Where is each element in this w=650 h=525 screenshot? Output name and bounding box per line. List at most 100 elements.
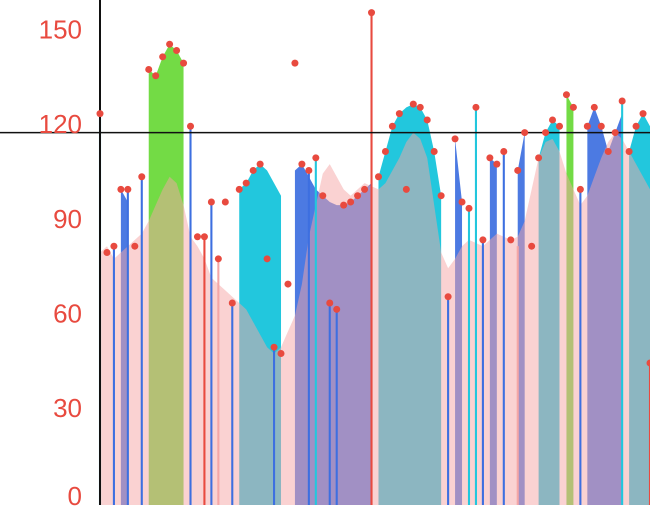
bar-spike [127, 189, 129, 505]
data-marker [535, 154, 542, 161]
data-marker [556, 123, 563, 130]
bar-spike [447, 297, 449, 505]
data-marker [180, 60, 187, 67]
data-marker [361, 186, 368, 193]
data-marker [257, 161, 264, 168]
data-marker [173, 47, 180, 54]
data-marker [626, 148, 633, 155]
data-marker [291, 60, 298, 67]
bar-spike [113, 246, 115, 505]
data-marker [577, 186, 584, 193]
data-marker [396, 110, 403, 117]
data-marker [208, 199, 215, 206]
bar-spike [336, 309, 338, 505]
bar-spike [210, 202, 212, 505]
bar-spike [621, 101, 623, 505]
bar-spike [217, 259, 219, 505]
data-marker [389, 123, 396, 130]
data-marker [166, 41, 173, 48]
data-marker [319, 192, 326, 199]
data-marker [424, 116, 431, 123]
data-marker [375, 173, 382, 180]
data-marker [445, 293, 452, 300]
data-marker [278, 350, 285, 357]
data-marker [215, 255, 222, 262]
data-marker [472, 104, 479, 111]
data-marker [633, 123, 640, 130]
data-marker [563, 91, 570, 98]
bar-spike [189, 126, 191, 505]
data-marker [201, 233, 208, 240]
y-axis-label: 120 [39, 109, 82, 139]
bar-spike [231, 303, 233, 505]
data-marker [605, 148, 612, 155]
data-marker [619, 98, 626, 105]
data-marker [591, 104, 598, 111]
data-marker [410, 101, 417, 108]
bar-spike [273, 347, 275, 505]
data-marker [528, 243, 535, 250]
data-marker [465, 205, 472, 212]
data-marker [570, 104, 577, 111]
data-marker [479, 236, 486, 243]
data-marker [507, 236, 514, 243]
bar-spike [308, 170, 310, 505]
data-marker [97, 110, 104, 117]
data-marker [368, 9, 375, 16]
data-marker [612, 129, 619, 136]
y-axis-label: 60 [53, 299, 82, 329]
data-marker [264, 255, 271, 262]
data-marker [117, 186, 124, 193]
data-marker [271, 344, 278, 351]
time-series-chart: 0306090120150 [0, 0, 650, 525]
data-marker [159, 53, 166, 60]
data-marker [438, 192, 445, 199]
data-marker [145, 66, 152, 73]
data-marker [236, 186, 243, 193]
data-marker [138, 173, 145, 180]
bar-spike [517, 246, 519, 505]
bar-spike [203, 237, 205, 505]
data-marker [229, 300, 236, 307]
data-marker [584, 123, 591, 130]
bar-spike [315, 158, 317, 505]
bar-spike [579, 189, 581, 505]
data-marker [514, 167, 521, 174]
data-marker [298, 161, 305, 168]
data-marker [452, 135, 459, 142]
data-marker [326, 300, 333, 307]
data-marker [640, 110, 647, 117]
data-marker [382, 148, 389, 155]
data-marker [598, 123, 605, 130]
data-marker [347, 199, 354, 206]
data-marker [305, 167, 312, 174]
data-marker [417, 104, 424, 111]
data-marker [403, 186, 410, 193]
data-marker [354, 192, 361, 199]
data-marker [124, 186, 131, 193]
data-marker [110, 243, 117, 250]
data-marker [486, 154, 493, 161]
data-marker [312, 154, 319, 161]
bar-spike [370, 13, 372, 505]
bar-spike [468, 208, 470, 505]
data-marker [500, 148, 507, 155]
y-axis-label: 30 [53, 393, 82, 423]
data-marker [549, 116, 556, 123]
data-marker [243, 180, 250, 187]
data-marker [250, 167, 257, 174]
data-marker [103, 249, 110, 256]
bar-spike [329, 303, 331, 505]
y-axis-label: 150 [39, 14, 82, 44]
y-axis-label: 0 [68, 481, 82, 511]
data-marker [340, 202, 347, 209]
data-marker [187, 123, 194, 130]
data-marker [431, 148, 438, 155]
data-marker [222, 199, 229, 206]
data-marker [194, 233, 201, 240]
bar-spike [141, 177, 143, 505]
bar-spike [482, 240, 484, 505]
data-marker [333, 306, 340, 313]
data-marker [131, 243, 138, 250]
data-marker [521, 129, 528, 136]
